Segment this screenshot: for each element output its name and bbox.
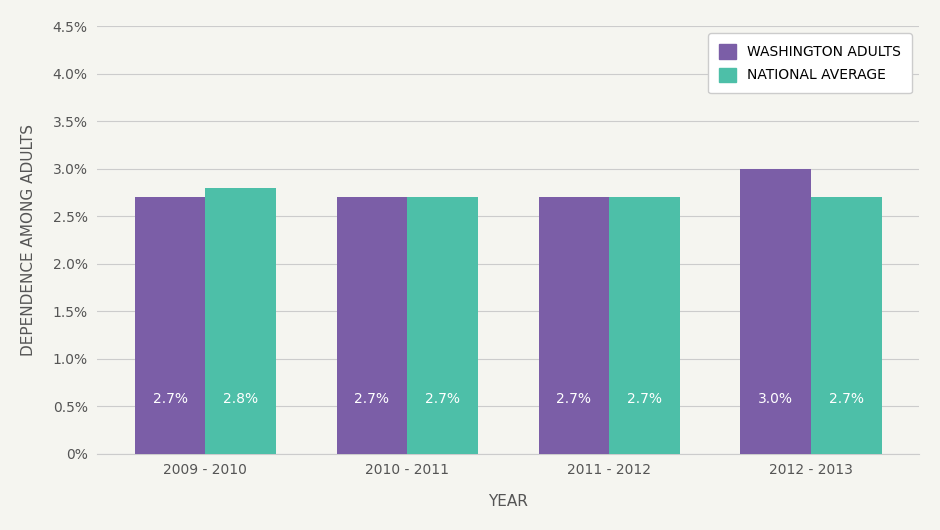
Bar	[337, 197, 407, 454]
Text: 2.7%: 2.7%	[627, 392, 662, 407]
Text: 2.8%: 2.8%	[223, 392, 259, 407]
Text: 2.7%: 2.7%	[425, 392, 461, 407]
Text: 3.0%: 3.0%	[759, 392, 793, 407]
Bar	[539, 197, 609, 454]
Bar	[205, 188, 276, 454]
Bar	[134, 197, 205, 454]
Legend: WASHINGTON ADULTS, NATIONAL AVERAGE: WASHINGTON ADULTS, NATIONAL AVERAGE	[709, 33, 912, 93]
Bar	[609, 197, 680, 454]
Y-axis label: DEPENDENCE AMONG ADULTS: DEPENDENCE AMONG ADULTS	[21, 124, 36, 356]
Text: 2.7%: 2.7%	[556, 392, 591, 407]
Text: 2.7%: 2.7%	[829, 392, 864, 407]
Bar	[407, 197, 478, 454]
Bar	[741, 169, 811, 454]
Bar	[811, 197, 882, 454]
Text: 2.7%: 2.7%	[354, 392, 389, 407]
Text: 2.7%: 2.7%	[152, 392, 188, 407]
X-axis label: YEAR: YEAR	[488, 494, 528, 509]
